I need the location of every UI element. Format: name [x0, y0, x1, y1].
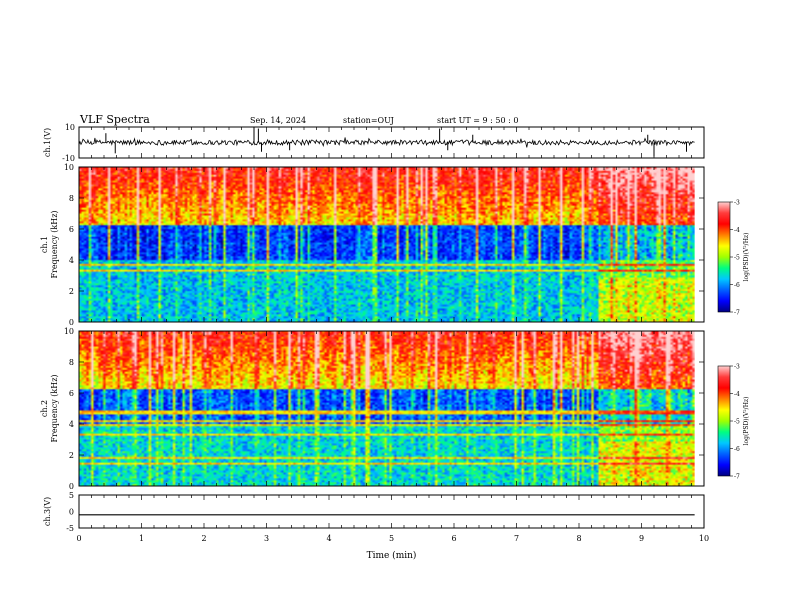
date-label: Sep. 14, 2024 [250, 116, 306, 125]
colorbar-label: log(PSD)(V²/Hz) [743, 397, 750, 446]
ch1-trace [78, 137, 695, 148]
ch2-spectrogram-y-tick-label: 0 [69, 482, 74, 491]
colorbar-tick-label: -3 [734, 364, 740, 371]
x-tick-label: 10 [699, 534, 709, 543]
colorbar-tick-label: -5 [734, 255, 740, 262]
ch1-spectrogram-y-tick-label: 8 [69, 194, 74, 203]
colorbar-gradient [718, 202, 730, 312]
x-tick-label: 6 [451, 534, 456, 543]
ch2-spectrogram-y-tick-label: 8 [69, 358, 74, 367]
colorbar-tick-label: -3 [734, 200, 740, 207]
colorbar-tick-label: -6 [734, 446, 740, 453]
x-tick-label: 0 [76, 534, 81, 543]
x-tick-label: 2 [201, 534, 206, 543]
x-tick-label: 5 [389, 534, 394, 543]
ch1-spectrogram-y-tick-label: 0 [69, 318, 74, 327]
ch1-spectrogram-y-tick-label: 6 [69, 225, 74, 234]
ch3-y-tick-label: -5 [66, 524, 74, 533]
ch3-y-tick-label: 5 [69, 491, 74, 500]
ch1-y-axis-label: ch.1(V) [43, 128, 52, 157]
ch2-spectrogram-image [79, 331, 695, 486]
ch1-colorbar: -3 -4 -5 -6 -7 log(PSD)(V²/Hz) [717, 200, 750, 317]
colorbar-tick-label: -7 [734, 474, 740, 481]
figure-title: VLF Spectra [79, 113, 150, 126]
colorbar-tick-label: -7 [734, 310, 740, 317]
ch3-waveform-panel: 5 0 -5 ch.3(V) [43, 491, 705, 533]
ch1-spectrogram-y-tick-label: 4 [69, 256, 74, 265]
colorbar-label: log(PSD)(V²/Hz) [743, 233, 750, 282]
x-tick-label: 1 [139, 534, 144, 543]
colorbar-gradient [718, 366, 730, 476]
x-tick-label: 9 [639, 534, 644, 543]
start-ut-label: start UT = 9 : 50 : 0 [437, 116, 518, 125]
station-label: station=OUJ [343, 116, 394, 125]
colorbar-tick-label: -4 [734, 391, 740, 398]
colorbar-tick-label: -5 [734, 419, 740, 426]
ch1-spectrogram-y-tick-label: 2 [69, 287, 74, 296]
x-tick-label: 7 [514, 534, 519, 543]
x-tick-label: 3 [264, 534, 269, 543]
x-tick-label: 4 [326, 534, 331, 543]
ch3-y-axis-label: ch.3(V) [43, 497, 52, 526]
x-tick-label: 8 [576, 534, 581, 543]
ch2-colorbar: -3 -4 -5 -6 -7 log(PSD)(V²/Hz) [717, 364, 750, 481]
ch1-spectrogram-channel-label: ch.1 [40, 236, 49, 253]
time-axis: 0 1 2 3 4 5 6 7 8 9 10 Time (min) [76, 534, 709, 561]
ch1-spectrogram-y-axis-label: Frequency (kHz) [50, 210, 59, 278]
ch1-y-tick-label: 10 [65, 123, 75, 132]
x-axis-label: Time (min) [367, 550, 417, 561]
ch1-spectrogram-y-tick-label: 10 [64, 163, 74, 172]
ch2-spectrogram-panel: 0 2 4 6 8 10 ch.2 Frequency (kHz) [40, 327, 705, 491]
ch1-y-tick-label: -10 [62, 154, 75, 163]
ch2-spectrogram-channel-label: ch.2 [40, 400, 49, 417]
ch1-waveform-panel: 10 -10 ch.1(V) [43, 123, 705, 163]
ch2-spectrogram-y-tick-label: 2 [69, 451, 74, 460]
ch2-spectrogram-y-tick-label: 4 [69, 420, 74, 429]
ch2-spectrogram-y-axis-label: Frequency (kHz) [50, 374, 59, 442]
ch2-spectrogram-y-tick-label: 10 [64, 327, 74, 336]
ch1-spectrogram-panel: 0 2 4 6 8 10 ch.1 Frequency (kHz) [40, 163, 705, 327]
ch3-y-tick-label: 0 [69, 508, 74, 517]
colorbar-tick-label: -4 [734, 227, 740, 234]
ch1-spectrogram-image [79, 167, 695, 322]
colorbar-tick-label: -6 [734, 282, 740, 289]
ch2-spectrogram-y-tick-label: 6 [69, 389, 74, 398]
